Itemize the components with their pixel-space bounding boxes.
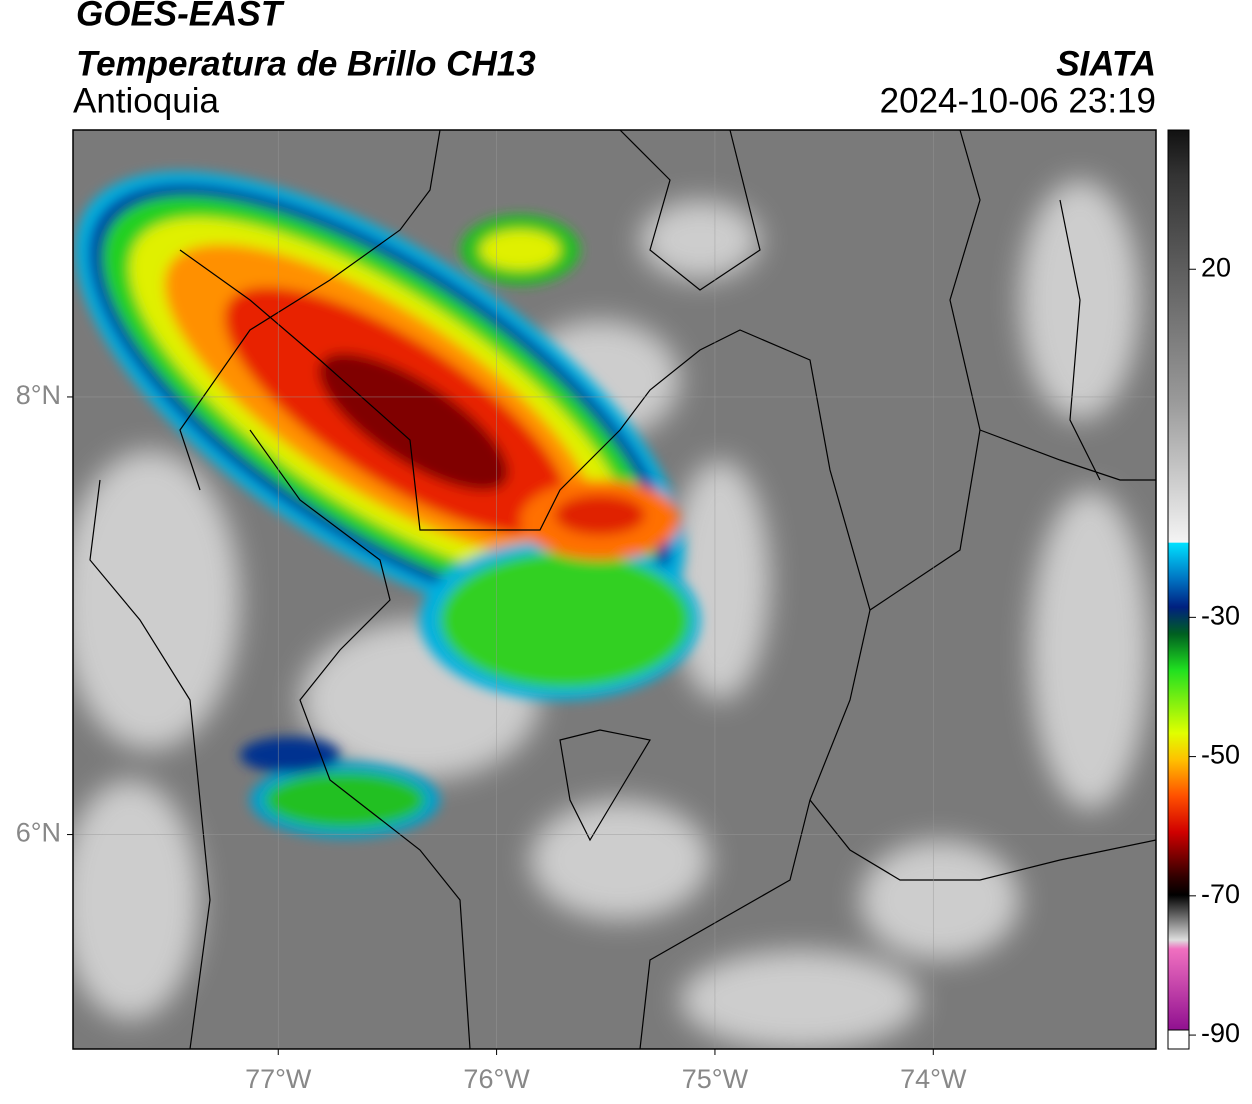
x-tick-label: 74°W [900, 1064, 967, 1094]
x-tick-label: 77°W [245, 1064, 312, 1094]
map-frame [72, 129, 1157, 1050]
y-tick-label: 6°N [16, 818, 61, 848]
colorbar-tick-label: -90 [1201, 1018, 1240, 1048]
colorbar [1168, 130, 1189, 1030]
y-tick-label: 8°N [16, 380, 61, 410]
source: SIATA [1056, 44, 1156, 83]
subtitle: Temperatura de Brillo CH13 [76, 44, 536, 83]
colorbar-frame [1167, 129, 1190, 1050]
borders [89, 130, 1156, 1049]
colorbar-under [1167, 1029, 1190, 1050]
colorbar-tick-label: -50 [1201, 740, 1240, 770]
x-tick-label: 75°W [682, 1064, 749, 1094]
colorbar-tick-label: -70 [1201, 879, 1240, 909]
title: GOES-EAST [76, 0, 285, 33]
datetime: 2024-10-06 23:19 [880, 81, 1156, 120]
region: Antioquia [73, 81, 219, 120]
colorbar-ticks [1189, 268, 1196, 1036]
grid [67, 130, 1156, 1055]
colorbar-tick-label: 20 [1201, 252, 1231, 282]
x-tick-label: 76°W [463, 1064, 530, 1094]
satellite-image [73, 130, 1156, 1049]
colorbar-tick-label: -30 [1201, 600, 1240, 630]
